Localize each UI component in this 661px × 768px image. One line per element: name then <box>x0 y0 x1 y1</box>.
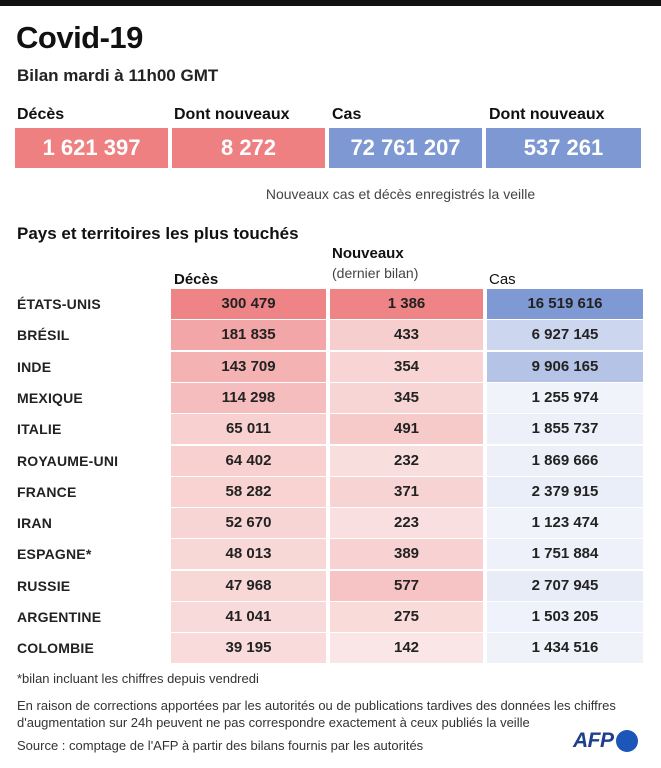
cell-new: 354 <box>330 351 483 382</box>
country-label: ARGENTINE <box>17 609 102 625</box>
country-label: FRANCE <box>17 483 77 500</box>
summary-label-deaths: Décès <box>17 106 65 123</box>
cell-new: 142 <box>330 633 483 664</box>
cell-deaths: 47 968 <box>171 570 326 601</box>
column-header-new: Nouveaux <box>332 245 404 262</box>
summary-value-deaths: 1 621 397 <box>15 128 168 168</box>
cell-cases: 2 707 945 <box>487 570 643 601</box>
table-row: ROYAUME-UNI 64 402 232 1 869 666 <box>0 445 661 477</box>
cell-deaths: 143 709 <box>171 351 326 382</box>
country-label: ITALIE <box>17 421 62 438</box>
table-row: ITALIE 65 011 491 1 855 737 <box>0 414 661 445</box>
table-row: BRÉSIL 181 835 433 6 927 145 <box>0 320 661 351</box>
cell-cases: 1 751 884 <box>487 539 643 570</box>
cell-cases: 1 123 474 <box>487 508 643 539</box>
cell-new: 1 386 <box>330 289 483 319</box>
cell-new: 389 <box>330 539 483 570</box>
cell-new: 275 <box>330 602 483 632</box>
country-label: ESPAGNE* <box>17 546 92 563</box>
cell-cases: 1 255 974 <box>487 382 643 413</box>
cell-deaths: 64 402 <box>171 445 326 476</box>
country-label: MEXIQUE <box>17 389 83 406</box>
country-label: IRAN <box>17 515 53 532</box>
country-label: COLOMBIE <box>17 640 95 657</box>
country-label: RUSSIE <box>17 577 71 594</box>
summary-value-new-deaths: 8 272 <box>172 128 325 168</box>
cell-deaths: 181 835 <box>171 320 326 351</box>
cell-cases: 1 434 516 <box>487 633 643 664</box>
source-line: Source : comptage de l'AFP à partir des … <box>17 738 424 753</box>
table-title: Pays et territoires les plus touchés <box>17 224 299 243</box>
cell-deaths: 300 479 <box>171 289 326 319</box>
table-row: ÉTATS-UNIS 300 479 1 386 16 519 616 <box>0 289 661 320</box>
table-row: IRAN 52 670 223 1 123 474 <box>0 508 661 539</box>
table-row: INDE 143 709 354 9 906 165 <box>0 351 661 383</box>
summary-value-new-cases: 537 261 <box>486 128 641 168</box>
cell-cases: 1 503 205 <box>487 602 643 632</box>
cell-deaths: 41 041 <box>171 602 326 632</box>
summary-label-new-cases: Dont nouveaux <box>489 106 605 123</box>
top-rule <box>0 0 661 6</box>
country-label: INDE <box>17 358 52 375</box>
cell-new: 371 <box>330 476 483 507</box>
country-label: ROYAUME-UNI <box>17 452 119 469</box>
cell-cases: 1 855 737 <box>487 414 643 445</box>
cell-deaths: 39 195 <box>171 633 326 664</box>
footnote-star: *bilan incluant les chiffres depuis vend… <box>17 671 259 686</box>
cell-cases: 1 869 666 <box>487 445 643 476</box>
cell-cases: 2 379 915 <box>487 476 643 507</box>
afp-logo: AFP <box>573 729 638 753</box>
cell-new: 433 <box>330 320 483 351</box>
summary-label-new-deaths: Dont nouveaux <box>174 106 290 123</box>
cell-new: 577 <box>330 570 483 601</box>
country-label: BRÉSIL <box>17 327 70 344</box>
page-subtitle: Bilan mardi à 11h00 GMT <box>17 66 219 85</box>
cell-new: 491 <box>330 414 483 445</box>
cell-new: 223 <box>330 508 483 539</box>
column-header-cases: Cas <box>489 271 516 288</box>
table-row: ESPAGNE* 48 013 389 1 751 884 <box>0 539 661 570</box>
country-label: ÉTATS-UNIS <box>17 296 101 312</box>
summary-note: Nouveaux cas et décès enregistrés la vei… <box>265 186 536 202</box>
afp-logo-text: AFP <box>573 729 614 752</box>
cell-new: 345 <box>330 382 483 413</box>
summary-value-cases: 72 761 207 <box>329 128 482 168</box>
cell-cases: 9 906 165 <box>487 351 643 382</box>
column-subheader-new: (dernier bilan) <box>332 265 419 281</box>
cell-deaths: 58 282 <box>171 476 326 507</box>
footnote-corrections: En raison de corrections apportées par l… <box>17 698 616 730</box>
page-title: Covid-19 <box>16 20 143 55</box>
table-row: ARGENTINE 41 041 275 1 503 205 <box>0 602 661 633</box>
cell-deaths: 48 013 <box>171 539 326 570</box>
cell-cases: 16 519 616 <box>487 289 643 319</box>
table-row: RUSSIE 47 968 577 2 707 945 <box>0 570 661 602</box>
table-row: FRANCE 58 282 371 2 379 915 <box>0 476 661 508</box>
cell-new: 232 <box>330 445 483 476</box>
cell-deaths: 65 011 <box>171 414 326 445</box>
column-header-deaths: Décès <box>174 271 219 288</box>
afp-logo-dot-icon <box>615 730 638 752</box>
table-row: MEXIQUE 114 298 345 1 255 974 <box>0 382 661 414</box>
table-row: COLOMBIE 39 195 142 1 434 516 <box>0 633 661 664</box>
cell-deaths: 52 670 <box>171 508 326 539</box>
summary-label-cases: Cas <box>332 106 362 123</box>
cell-deaths: 114 298 <box>171 382 326 413</box>
cell-cases: 6 927 145 <box>487 320 643 351</box>
